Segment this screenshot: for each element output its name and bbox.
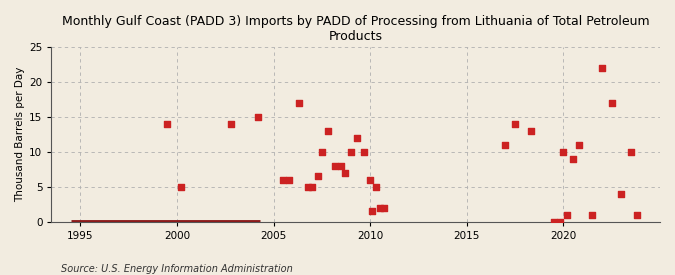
Point (340, 170, 350, 175)
Point (554, 219, 565, 224)
Point (597, 66, 608, 70)
Point (307, 185, 318, 189)
Point (574, 143, 585, 147)
Point (626, 150, 637, 154)
Point (606, 101, 617, 105)
Point (568, 156, 578, 161)
Point (378, 205, 389, 210)
Point (162, 122, 173, 126)
Point (336, 164, 347, 168)
Point (616, 192, 627, 196)
Point (525, 129, 536, 133)
Point (371, 185, 381, 189)
Point (225, 122, 236, 126)
Point (252, 115, 263, 119)
Y-axis label: Thousand Barrels per Day: Thousand Barrels per Day (15, 67, 25, 202)
Point (375, 205, 385, 210)
Point (364, 178, 375, 182)
Point (510, 122, 520, 126)
Point (587, 213, 598, 217)
Point (346, 150, 356, 154)
Point (284, 178, 294, 182)
Point (359, 150, 370, 154)
Point (303, 185, 314, 189)
Point (351, 136, 362, 140)
Point (176, 185, 186, 189)
Point (558, 150, 569, 154)
Point (631, 213, 642, 217)
Point (278, 178, 289, 182)
Point (548, 219, 559, 224)
Point (562, 213, 572, 217)
Point (330, 164, 341, 168)
Text: Source: U.S. Energy Information Administration: Source: U.S. Energy Information Administ… (61, 264, 292, 274)
Point (322, 129, 333, 133)
Point (367, 209, 377, 213)
Title: Monthly Gulf Coast (PADD 3) Imports by PADD of Processing from Lithuania of Tota: Monthly Gulf Coast (PADD 3) Imports by P… (62, 15, 649, 43)
Point (294, 101, 304, 105)
Point (317, 150, 327, 154)
Point (500, 143, 511, 147)
Point (313, 174, 323, 178)
